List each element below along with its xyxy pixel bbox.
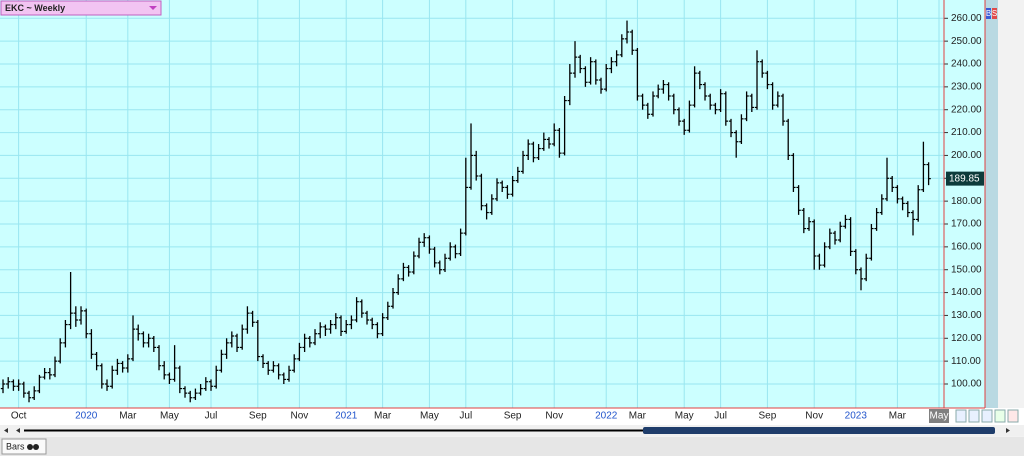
tab-label: Bars (6, 441, 25, 451)
scroll-right[interactable] (1006, 428, 1010, 433)
x-tick-label: Oct (11, 411, 27, 422)
zoom-buttons[interactable] (955, 409, 1019, 423)
y-tick-label: 110.00 (951, 356, 981, 367)
tab[interactable] (1, 438, 47, 455)
scroll-thumb[interactable] (643, 427, 995, 434)
x-tick-label: Mar (889, 411, 907, 422)
zoom-button[interactable] (955, 409, 967, 423)
x-axis-area (0, 408, 1024, 425)
plot-area (0, 0, 985, 408)
last-price-label: 189.85 (949, 173, 980, 184)
y-tick-label: 200.00 (951, 150, 982, 161)
x-tick-label: Nov (291, 411, 309, 422)
buy-label: B (986, 9, 991, 18)
x-tick-label: May (930, 411, 949, 422)
x-tick-label: Sep (504, 411, 522, 422)
y-tick-label: 170.00 (951, 219, 982, 230)
x-tick-highlight (929, 409, 950, 423)
symbol-dropdown[interactable]: EKC ~ Weekly (0, 0, 162, 16)
y-tick-label: 140.00 (951, 287, 982, 298)
zoom-button[interactable] (981, 409, 993, 423)
x-tick-label: 2023 (845, 411, 868, 422)
y-tick-label: 220.00 (951, 104, 982, 115)
buy-button[interactable] (986, 8, 991, 19)
x-tick-label: Nov (805, 411, 823, 422)
x-tick-label: 2020 (75, 411, 98, 422)
zoom-button[interactable] (968, 409, 980, 423)
x-tick-label: Jul (205, 411, 218, 422)
x-tick-label: 2021 (335, 411, 358, 422)
dropdown-box[interactable] (0, 0, 162, 16)
x-tick-label: May (675, 411, 694, 422)
y-tick-label: 250.00 (951, 36, 982, 47)
y-tick-label: 120.00 (951, 333, 982, 344)
x-tick-label: Sep (759, 411, 777, 422)
x-tick-label: 2022 (595, 411, 618, 422)
y-tick-label: 210.00 (951, 127, 982, 138)
bars (0, 20, 931, 403)
x-tick-label: Jul (459, 411, 472, 422)
x-tick-label: Mar (119, 411, 137, 422)
x-tick-label: Mar (374, 411, 392, 422)
symbol-title: EKC ~ Weekly (5, 3, 65, 13)
x-tick-label: Jul (714, 411, 727, 422)
side-strip (985, 0, 998, 408)
tab-icon (33, 444, 39, 450)
y-tick-label: 130.00 (951, 310, 982, 321)
scroll-left[interactable] (16, 428, 20, 433)
tab-bar (0, 437, 1024, 456)
scrollbar[interactable] (0, 425, 1024, 436)
y-tick-label: 160.00 (951, 241, 982, 252)
y-tick-label: 180.00 (951, 196, 982, 207)
dropdown-arrow (149, 6, 157, 10)
x-tick-label: Sep (249, 411, 267, 422)
y-tick-label: 100.00 (951, 379, 982, 390)
sell-button[interactable] (992, 8, 997, 19)
y-tick-label: 240.00 (951, 59, 982, 70)
y-tick-label: 260.00 (951, 13, 982, 24)
y-tick-label: 150.00 (951, 264, 982, 275)
x-tick-label: Mar (629, 411, 647, 422)
tab-icon (27, 444, 33, 450)
last-price-box (946, 171, 984, 186)
x-tick-label: May (420, 411, 439, 422)
x-tick-label: May (160, 411, 179, 422)
x-tick-label: Nov (545, 411, 563, 422)
y-tick-label: 230.00 (951, 81, 982, 92)
scroll-left[interactable] (4, 428, 8, 433)
sell-label: S (992, 9, 997, 18)
zoom-button[interactable] (994, 409, 1006, 423)
zoom-button[interactable] (1007, 409, 1019, 423)
grid (0, 0, 948, 408)
